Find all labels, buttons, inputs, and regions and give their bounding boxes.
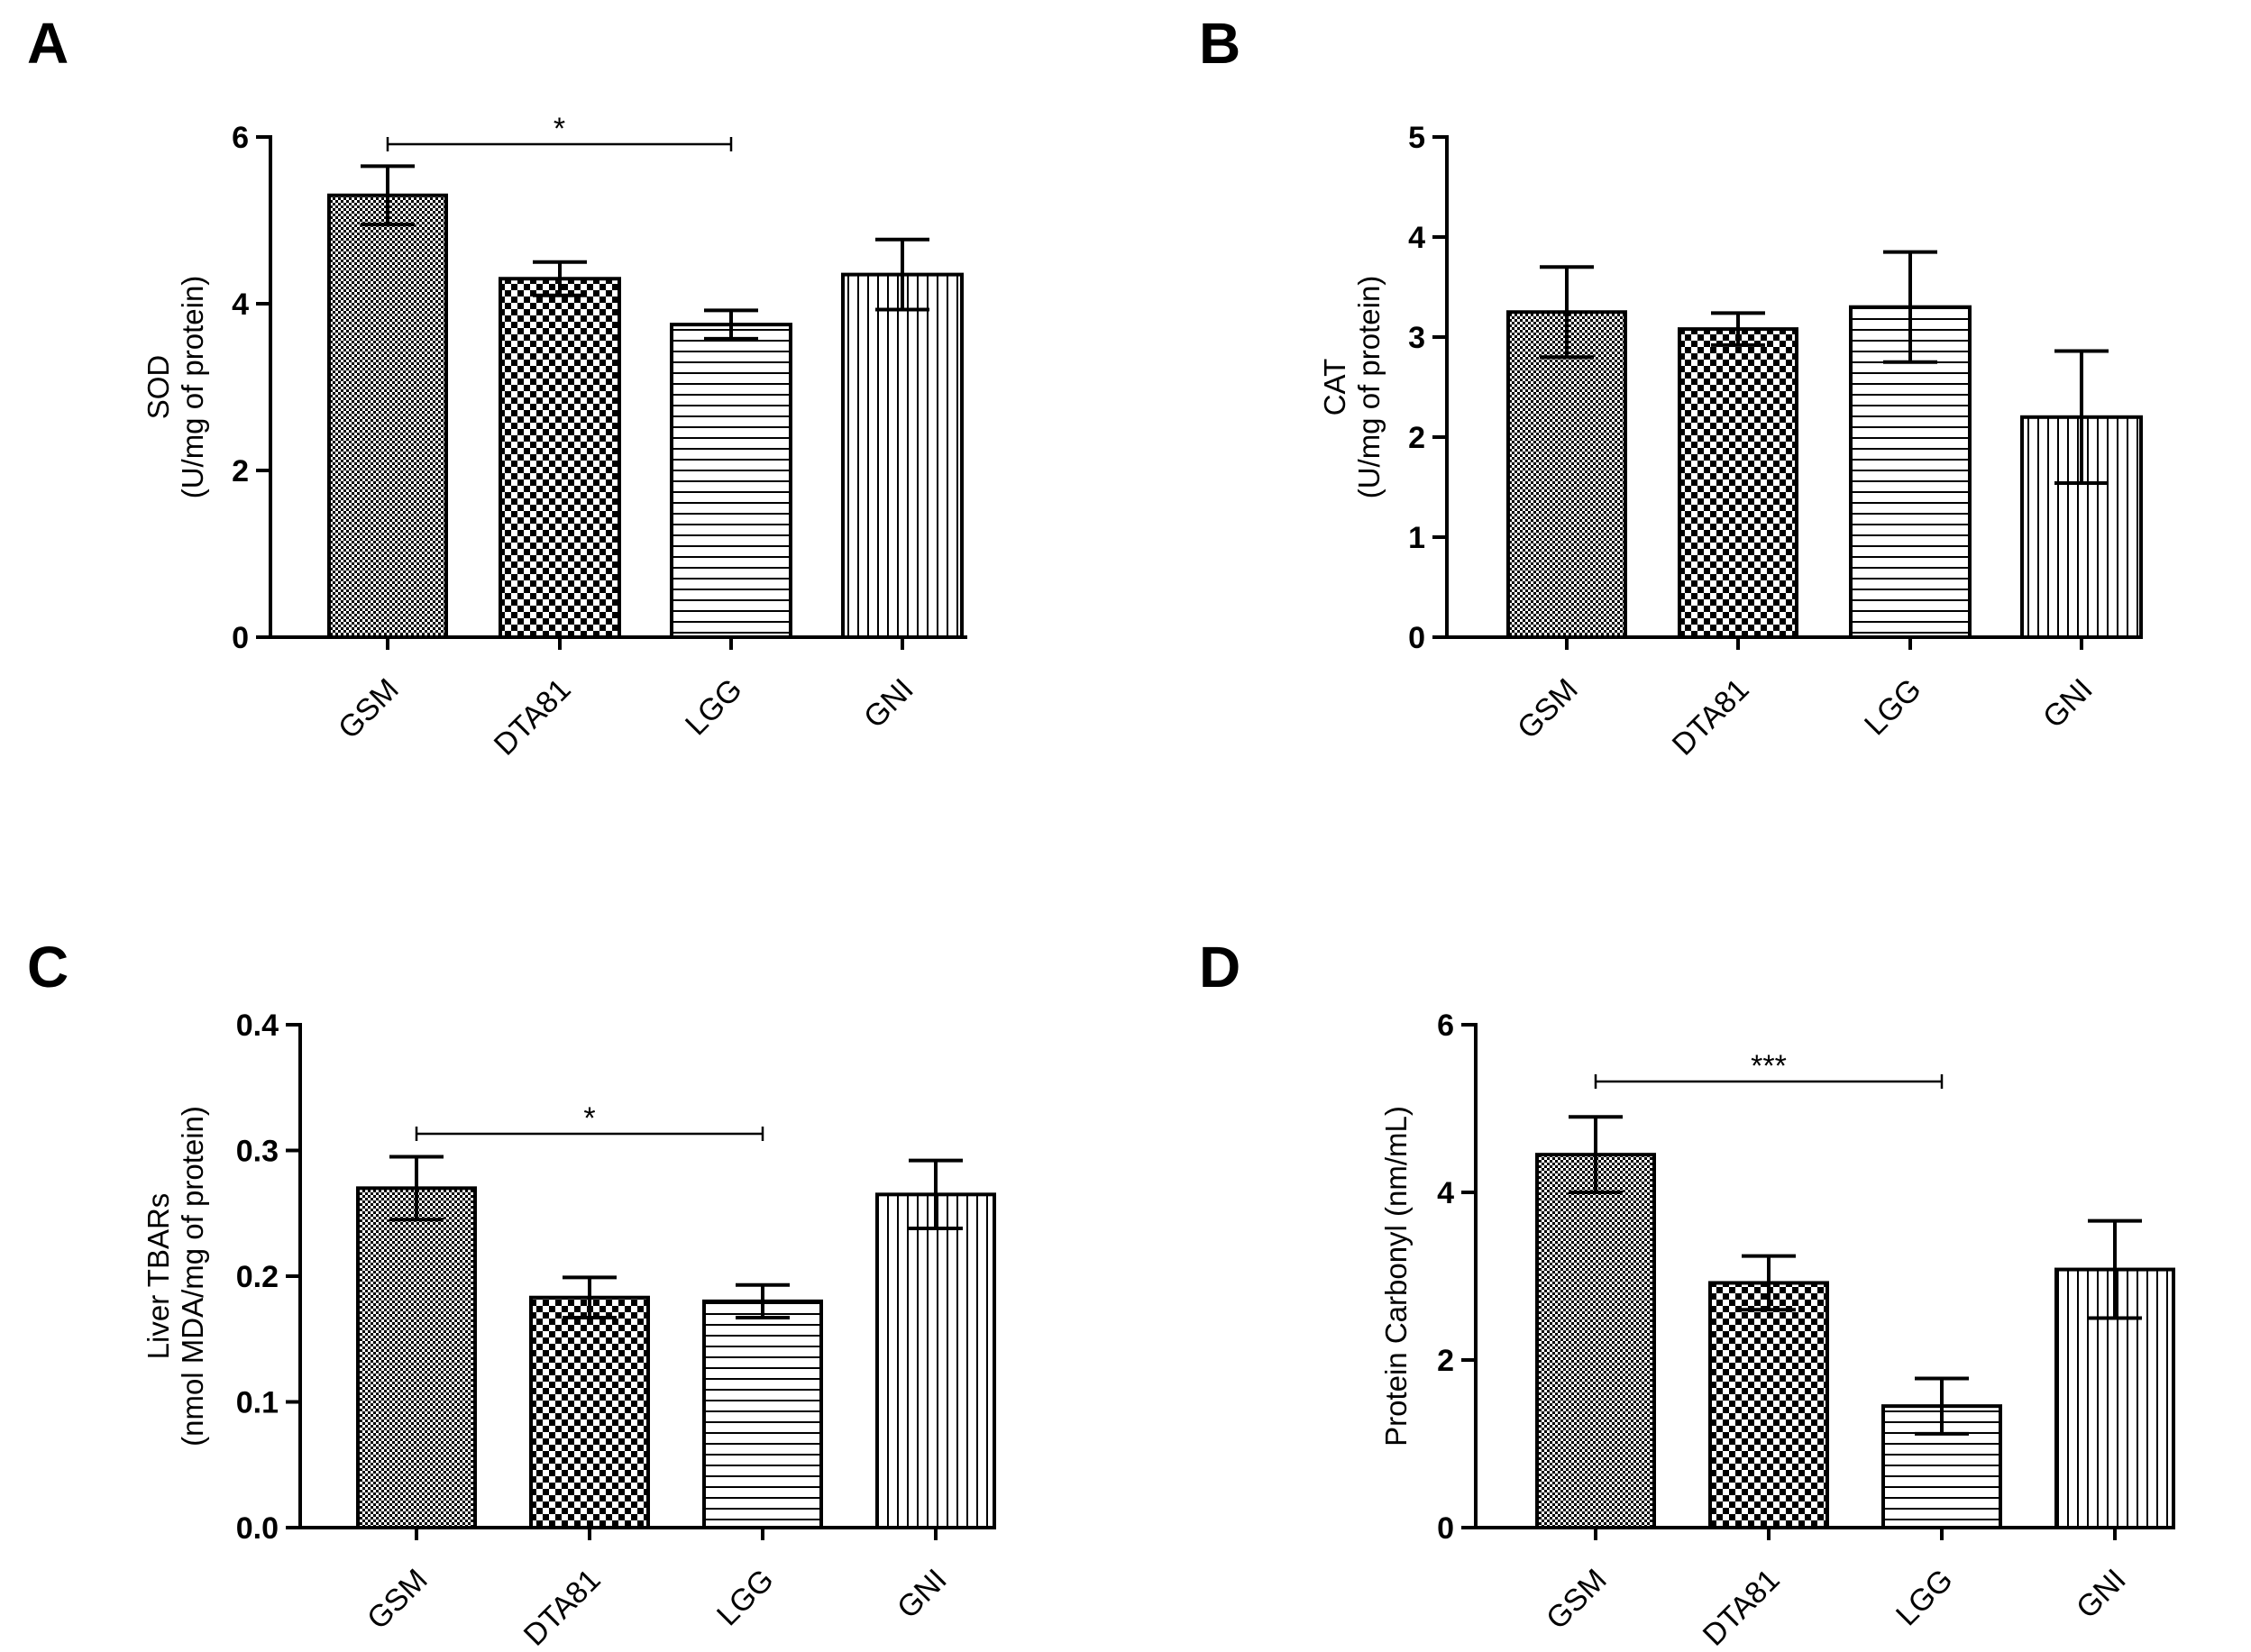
y-tick-label: 0.1 <box>236 1386 279 1420</box>
category-label: GSM <box>332 672 406 746</box>
category-label: GNI <box>891 1563 954 1626</box>
y-axis-title: Liver TBARs <box>142 1193 175 1360</box>
category-label: GNI <box>2036 672 2100 735</box>
y-tick-label: 0.4 <box>236 1009 279 1043</box>
y-tick-label: 5 <box>1408 121 1425 155</box>
y-tick-label: 0 <box>1408 621 1425 655</box>
category-label: DTA81 <box>1666 672 1756 762</box>
chart-panel-a: A GSM DTA81 LGG GNI 0 2 4 6 SOD (U/mg of protein) * <box>27 11 967 762</box>
category-label: LGG <box>1890 1563 1960 1633</box>
y-tick-label: 4 <box>232 288 249 322</box>
bar-gni <box>841 272 964 639</box>
category-label: LGG <box>679 672 749 743</box>
category-label: DTA81 <box>1697 1563 1787 1652</box>
bar-gsm <box>1535 1153 1656 1530</box>
category-label: GSM <box>361 1563 435 1637</box>
y-tick-label: 0 <box>1437 1511 1454 1546</box>
y-tick-label: 6 <box>1437 1009 1454 1043</box>
bar-dta81 <box>529 1295 650 1529</box>
bar-dta81 <box>1708 1281 1829 1529</box>
y-tick-label: 0.0 <box>236 1511 279 1546</box>
y-tick-label: 2 <box>232 454 249 488</box>
significance-label: * <box>583 1101 595 1136</box>
category-label: DTA81 <box>488 672 578 762</box>
significance-label: *** <box>1751 1049 1787 1083</box>
y-axis-title: SOD <box>142 355 175 420</box>
y-axis-title: (U/mg of protein) <box>176 276 209 499</box>
y-axis-title: CAT <box>1318 359 1351 416</box>
y-tick-label: 2 <box>1437 1344 1454 1378</box>
category-label: LGG <box>1858 672 1928 743</box>
bar-gni <box>875 1192 996 1529</box>
y-tick-label: 1 <box>1408 521 1425 555</box>
panel-letter: A <box>27 11 69 76</box>
y-tick-label: 6 <box>232 121 249 155</box>
bar-dta81 <box>499 277 621 639</box>
category-label: LGG <box>710 1563 781 1633</box>
y-tick-label: 4 <box>1437 1176 1454 1210</box>
category-label: GSM <box>1511 672 1585 746</box>
y-axis-title: (U/mg of protein) <box>1352 276 1386 499</box>
chart-panel-d: D GSM DTA81 LGG GNI 0 2 4 6 Protein Carbonyl (nm/… <box>1199 935 2175 1652</box>
bar-lgg <box>670 323 792 639</box>
y-tick-label: 3 <box>1408 321 1425 355</box>
y-axis-title: Protein Carbonyl (nm/mL) <box>1379 1106 1413 1447</box>
category-label: GNI <box>857 672 920 735</box>
chart-panel-c: C GSM DTA81 LGG GNI 0.0 0.1 0.2 0.3 0.4 Liver TBAR… <box>27 935 996 1652</box>
panel-letter: B <box>1199 11 1240 76</box>
y-axis-title: (nmol MDA/mg of protein) <box>176 1106 209 1447</box>
category-label: GSM <box>1540 1563 1614 1637</box>
panel-letter: C <box>27 935 69 999</box>
bar-gsm <box>1506 310 1627 639</box>
significance-label: * <box>554 112 565 146</box>
y-tick-label: 0.2 <box>236 1260 279 1294</box>
y-tick-label: 4 <box>1408 221 1425 255</box>
y-tick-label: 2 <box>1408 421 1425 455</box>
y-tick-label: 0 <box>232 621 249 655</box>
bar-lgg <box>702 1299 823 1530</box>
bar-gsm <box>356 1186 477 1529</box>
bar-dta81 <box>1678 327 1798 639</box>
category-label: GNI <box>2070 1563 2133 1626</box>
chart-panel-b: B GSM DTA81 LGG GNI 0 1 2 3 4 5 CAT (U/mg of protein… <box>1199 11 2143 762</box>
bar-gsm <box>327 193 448 639</box>
panel-letter: D <box>1199 935 1240 999</box>
y-tick-label: 0.3 <box>236 1135 279 1169</box>
category-label: DTA81 <box>517 1563 608 1652</box>
